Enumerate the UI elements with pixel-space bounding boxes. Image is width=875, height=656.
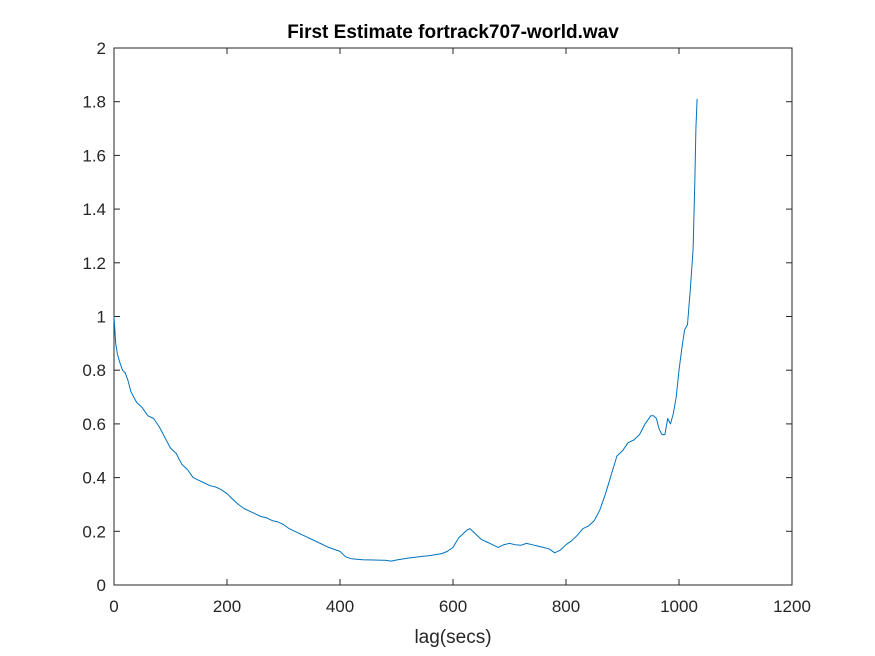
y-tick-label: 1.6	[82, 146, 106, 165]
y-tick-label: 1	[97, 308, 106, 327]
x-tick-label: 600	[439, 597, 467, 616]
y-tick-label: 1.2	[82, 254, 106, 273]
x-tick-label: 0	[109, 597, 118, 616]
series-layer	[113, 98, 698, 562]
x-tick-label: 1000	[660, 597, 698, 616]
y-tick-label: 2	[97, 39, 106, 58]
x-tick-label: 1200	[773, 597, 811, 616]
y-tick-label: 0	[97, 576, 106, 595]
series-line	[113, 98, 698, 562]
y-tick-label: 0.6	[82, 415, 106, 434]
chart-title: First Estimate fortrack707-world.wav	[287, 22, 619, 43]
y-tick-label: 0.8	[82, 361, 106, 380]
y-tick-label: 1.8	[82, 93, 106, 112]
y-tick-label: 0.2	[82, 522, 106, 541]
y-axis-ticks: 0 0.2 0.4 0.6 0.8 1 1.2 1.4 1.6 1.8 2	[82, 39, 792, 595]
y-tick-label: 1.4	[82, 200, 106, 219]
x-axis-ticks: 0 200 400 600 800 1000 1200	[109, 48, 811, 616]
x-axis-title: lag(secs)	[414, 627, 491, 648]
y-tick-label: 0.4	[82, 469, 106, 488]
x-tick-label: 800	[552, 597, 580, 616]
x-tick-label: 200	[213, 597, 241, 616]
x-tick-label: 400	[326, 597, 354, 616]
plot-area	[113, 47, 793, 586]
